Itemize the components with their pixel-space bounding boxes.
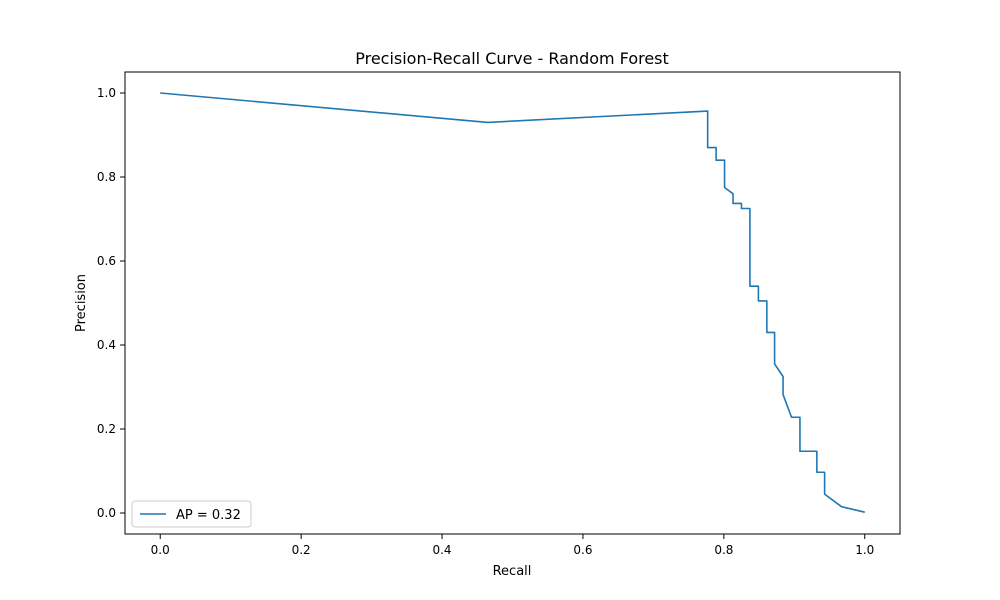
series-layer <box>160 92 865 513</box>
legend-box <box>131 500 252 528</box>
legend-entry-label: AP = 0.32 <box>176 508 241 523</box>
x-tick-label: 1.0 <box>855 543 874 557</box>
x-tick-label: 0.0 <box>151 543 170 557</box>
x-tick-label: 0.8 <box>714 543 733 557</box>
x-axis-ticks: 0.0 0.2 0.4 0.6 0.8 1.0 <box>151 534 874 557</box>
y-axis-ticks: 0.0 0.2 0.4 0.6 0.8 1.0 <box>97 86 125 520</box>
y-tick-label: 0.6 <box>97 254 116 268</box>
series-line-0 <box>160 92 865 513</box>
x-tick-label: 0.4 <box>432 543 451 557</box>
plot-area <box>125 72 900 534</box>
x-tick-label: 0.6 <box>573 543 592 557</box>
plot-frame <box>124 71 901 535</box>
x-axis-label: Recall <box>493 564 532 579</box>
y-tick-label: 0.8 <box>97 170 116 184</box>
y-tick-label: 0.2 <box>97 422 116 436</box>
y-tick-label: 0.0 <box>97 506 116 520</box>
y-tick-label: 1.0 <box>97 86 116 100</box>
x-tick-label: 0.2 <box>292 543 311 557</box>
legend: AP = 0.32 <box>131 500 252 528</box>
chart-title: Precision-Recall Curve - Random Forest <box>355 49 669 68</box>
y-axis-label: Precision <box>74 274 89 332</box>
y-tick-label: 0.4 <box>97 338 116 352</box>
